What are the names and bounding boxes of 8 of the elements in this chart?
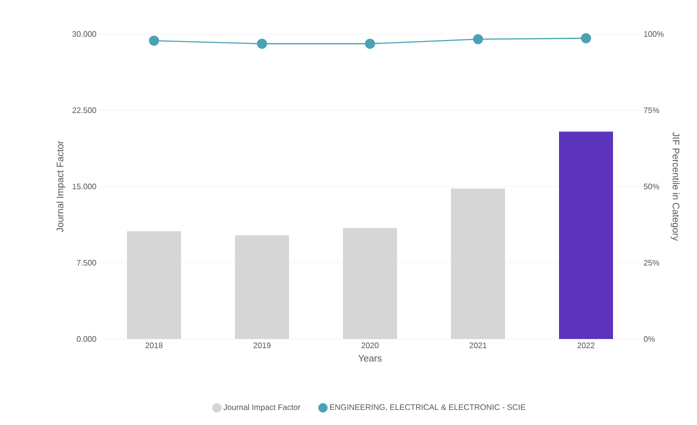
x-axis-title: Years: [358, 355, 382, 362]
y-axis-title: Journal Impact Factor: [56, 140, 66, 232]
bar: [343, 228, 398, 339]
bar: [127, 231, 181, 339]
y2-axis-title: JIF Percentile in Category: [670, 132, 680, 241]
bar: [235, 235, 290, 339]
bar: [559, 132, 614, 339]
bar: [451, 188, 506, 339]
